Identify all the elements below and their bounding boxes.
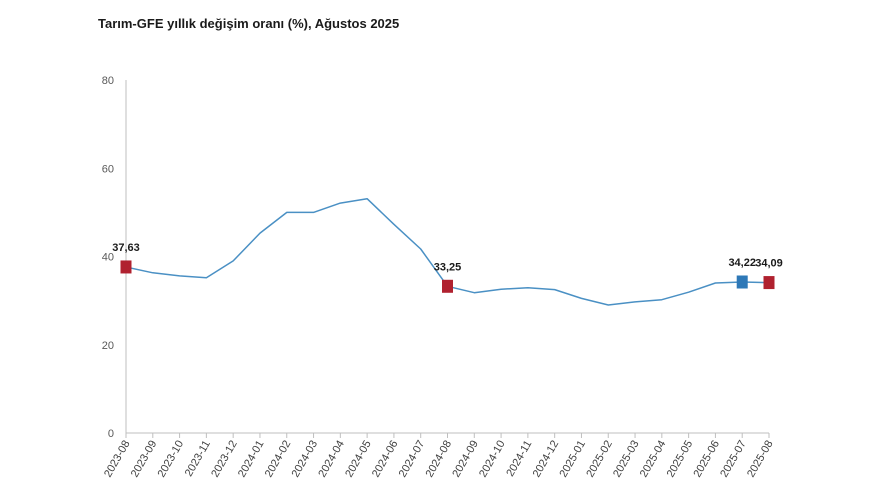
y-tick-label: 40 bbox=[102, 252, 114, 264]
y-tick-label: 20 bbox=[102, 340, 114, 352]
data-marker bbox=[736, 275, 748, 289]
x-tick-label: 2023-10 bbox=[156, 439, 187, 480]
x-tick-label: 2024-11 bbox=[504, 439, 534, 479]
data-marker bbox=[120, 260, 132, 274]
data-marker bbox=[442, 279, 453, 293]
x-tick-label: 2025-08 bbox=[745, 439, 776, 480]
y-tick-label: 80 bbox=[102, 75, 114, 87]
data-label: 34,09 bbox=[755, 258, 783, 270]
x-tick-label: 2023-11 bbox=[183, 439, 213, 479]
marker-layer: 37,63 33,25 34,22 34,09 bbox=[112, 242, 783, 293]
x-axis: 2023-082023-092023-102023-112023-122024-… bbox=[102, 432, 776, 480]
y-axis: 0 20 40 60 80 bbox=[102, 75, 127, 440]
y-tick-label: 60 bbox=[102, 163, 114, 175]
data-label: 33,25 bbox=[434, 261, 462, 273]
y-tick-label: 0 bbox=[108, 428, 114, 440]
data-label: 34,22 bbox=[728, 257, 756, 269]
data-label: 37,63 bbox=[112, 242, 140, 254]
x-tick-label: 2024-10 bbox=[477, 439, 508, 480]
data-marker bbox=[763, 276, 775, 290]
chart-title: Tarım-GFE yıllık değişim oranı (%), Ağus… bbox=[98, 16, 400, 31]
